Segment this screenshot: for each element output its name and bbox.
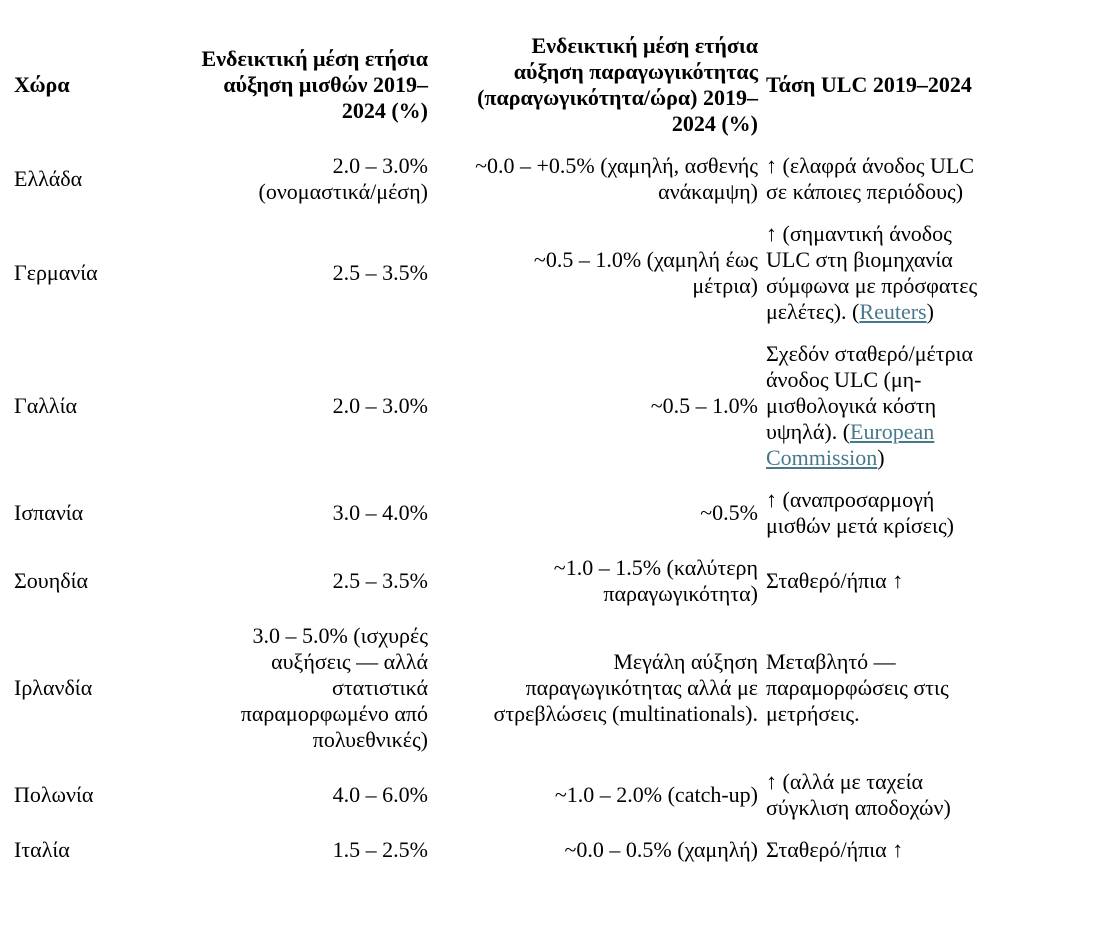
cell-ulc: Σταθερό/ήπια ↑ [766, 837, 904, 862]
cell-productivity: ~1.0 – 2.0% (catch-up) [554, 782, 758, 807]
cell-wages: 4.0 – 6.0% [332, 782, 428, 807]
cell-country: Σουηδία [14, 568, 89, 593]
ulc-comparison-table: Χώρα Ενδεικτική μέση ετήσια αύξηση μισθώ… [10, 25, 1016, 871]
cell-productivity: ~0.5% [700, 500, 758, 525]
cell-productivity: ~0.5 – 1.0% [650, 393, 758, 418]
table-row: Ισπανία 3.0 – 4.0% ~0.5% ↑ (αναπροσαρμογή μ… [10, 479, 1016, 547]
table-row: Σουηδία 2.5 – 3.5% ~1.0 – 1.5% (καλύτερη π… [10, 547, 1016, 615]
cell-country: Πολωνία [14, 782, 94, 807]
source-link[interactable]: European Commission [766, 419, 935, 470]
table-row: Πολωνία 4.0 – 6.0% ~1.0 – 2.0% (catch-up) ↑… [10, 761, 1016, 829]
column-header-wage-growth: Ενδεικτική μέση ετήσια αύξηση μισθών 201… [201, 46, 428, 123]
table-row: Ιταλία 1.5 – 2.5% ~0.0 – 0.5% (χαμηλή) Σταθ… [10, 829, 1016, 871]
cell-productivity: ~0.0 – 0.5% (χαμηλή) [564, 837, 758, 862]
cell-ulc: Μεταβλητό — παραμορφώσεις στις μετρήσεις… [766, 649, 949, 726]
table-body: Ελλάδα 2.0 – 3.0% (ονομαστικά/μέση) ~0.0 –… [10, 145, 1016, 871]
cell-country: Ισπανία [14, 500, 84, 525]
cell-country: Γερμανία [14, 260, 98, 285]
cell-wages: 3.0 – 4.0% [332, 500, 428, 525]
table-row: Ελλάδα 2.0 – 3.0% (ονομαστικά/μέση) ~0.0 –… [10, 145, 1016, 213]
cell-wages: 3.0 – 5.0% (ισχυρές αυξήσεις — αλλά στατ… [240, 623, 428, 752]
cell-productivity: ~0.5 – 1.0% (χαμηλή έως μέτρια) [533, 247, 758, 298]
column-header-productivity-growth: Ενδεικτική μέση ετήσια αύξηση παραγωγικό… [477, 33, 758, 136]
cell-productivity: Μεγάλη αύξηση παραγωγικότητας αλλά με στ… [493, 649, 758, 726]
table-row: Γαλλία 2.0 – 3.0% ~0.5 – 1.0% Σχεδόν σταθερ… [10, 333, 1016, 479]
cell-ulc: Σταθερό/ήπια ↑ [766, 568, 904, 593]
cell-ulc: ↑ (αναπροσαρμογή μισθών μετά κρίσεις) [766, 487, 954, 538]
cell-ulc: Σχεδόν σταθερό/μέτρια άνοδος ULC (μη- μι… [766, 341, 974, 470]
cell-ulc: ↑ (ελαφρά άνοδος ULC σε κάποιες περιόδου… [766, 153, 975, 204]
cell-ulc: ↑ (σημαντική άνοδος ULC στη βιομηχανία σ… [766, 221, 978, 324]
cell-productivity: ~1.0 – 1.5% (καλύτερη παραγωγικότητα) [553, 555, 758, 606]
cell-country: Γαλλία [14, 393, 78, 418]
cell-ulc: ↑ (αλλά με ταχεία σύγκλιση αποδοχών) [766, 769, 951, 820]
header-row: Χώρα Ενδεικτική μέση ετήσια αύξηση μισθώ… [10, 25, 1016, 145]
cell-wages: 1.5 – 2.5% [332, 837, 428, 862]
table-row: Γερμανία 2.5 – 3.5% ~0.5 – 1.0% (χαμηλή έω… [10, 213, 1016, 333]
cell-wages: 2.0 – 3.0% [332, 393, 428, 418]
cell-wages: 2.5 – 3.5% [332, 568, 428, 593]
table-header: Χώρα Ενδεικτική μέση ετήσια αύξηση μισθώ… [10, 25, 1016, 145]
cell-country: Ιταλία [14, 837, 70, 862]
source-link[interactable]: Reuters [859, 299, 927, 324]
cell-country: Ιρλανδία [14, 675, 93, 700]
cell-country: Ελλάδα [14, 166, 83, 191]
table-row: Ιρλανδία 3.0 – 5.0% (ισχυρές αυξήσεις — α… [10, 615, 1016, 761]
column-header-country: Χώρα [14, 72, 70, 97]
column-header-ulc-trend: Τάση ULC 2019–2024 [766, 72, 972, 97]
cell-productivity: ~0.0 – +0.5% (χαμηλή, ασθενής ανάκαμψη) [475, 153, 758, 204]
cell-wages: 2.5 – 3.5% [332, 260, 428, 285]
cell-wages: 2.0 – 3.0% (ονομαστικά/μέση) [258, 153, 428, 204]
